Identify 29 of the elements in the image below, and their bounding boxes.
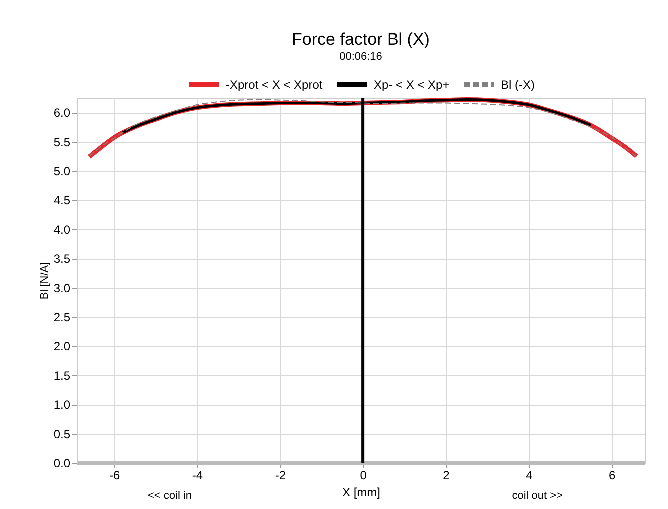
legend-label: Xp- < X < Xp+: [374, 78, 450, 92]
x-tick-label: 6: [608, 468, 616, 482]
x-tick-label: -2: [275, 468, 286, 482]
y-tick-label: 4.0: [54, 222, 71, 237]
y-tick-label: 5.0: [54, 164, 71, 178]
x-tick-label: -4: [192, 468, 204, 482]
text: << coil in: [148, 490, 192, 502]
legend-label: Bl (-X): [501, 78, 535, 92]
legend-label: -Xprot < X < Xprot: [226, 78, 324, 92]
y-tick-label: 3.0: [54, 281, 71, 296]
x-tick-label: 2: [443, 468, 450, 482]
x-tick-label: 0: [360, 468, 368, 482]
y-tick-label: 1.0: [54, 398, 71, 412]
y-tick-label: 5.5: [54, 135, 71, 150]
y-tick-label: 2.0: [54, 340, 71, 354]
chart-subtitle: 00:06:16: [340, 51, 382, 63]
y-tick-label: 1.5: [54, 368, 71, 383]
chart-title: Force factor Bl (X): [292, 30, 430, 49]
y-tick-label: 3.5: [54, 252, 71, 266]
x-axis-title: X [mm]: [342, 486, 380, 500]
y-tick-label: 0.5: [54, 427, 71, 442]
text: coil out >>: [512, 490, 563, 502]
y-tick-label: 4.5: [54, 194, 71, 208]
x-tick-label: -6: [109, 468, 120, 482]
y-axis-title: Bl [N/A]: [38, 262, 51, 300]
x-tick-label: 4: [526, 468, 534, 482]
y-tick-label: 6.0: [54, 106, 71, 120]
y-tick-label: 2.5: [54, 310, 71, 324]
y-tick-label: 0.0: [54, 456, 71, 470]
